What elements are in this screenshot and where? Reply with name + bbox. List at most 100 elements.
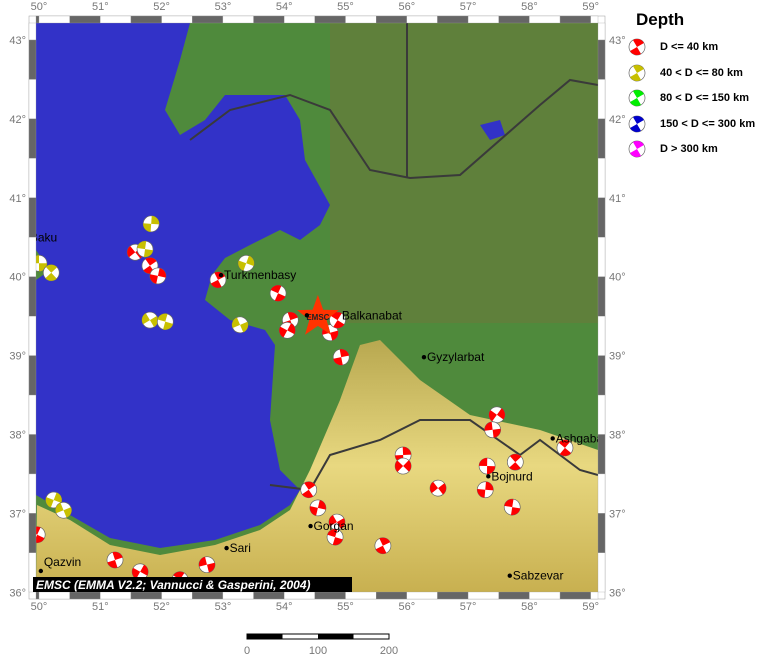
city-label: Sari — [230, 541, 251, 555]
beachball-symbol[interactable] — [628, 115, 646, 133]
beachball[interactable] — [142, 215, 160, 233]
axis-tick-labels: 50° 50° 51° 51° 52° 52° 53° 53° 54° 54° 55° 55° 56° 5… — [9, 1, 625, 613]
cities: Baku Turkmenbasy Balkanabat Gyzylarbat Ashga… — [30, 231, 598, 583]
beachball[interactable] — [504, 451, 527, 474]
beachball-icon — [628, 89, 646, 107]
lon-tick-label: 51° — [92, 1, 109, 13]
caspian-sea — [36, 23, 330, 548]
legend-item: 150 < D <= 300 km — [628, 114, 755, 134]
lat-tick-label: 41° — [609, 193, 626, 205]
beachball[interactable] — [236, 253, 257, 274]
beachball[interactable] — [31, 254, 48, 272]
lon-tick-label: 57° — [460, 601, 477, 613]
beachball[interactable] — [298, 479, 320, 501]
lon-tick-label: 58° — [521, 1, 538, 13]
city-dot — [224, 545, 229, 551]
beachball[interactable] — [372, 535, 393, 556]
beachball[interactable] — [554, 437, 577, 460]
beachball-icon — [628, 140, 646, 158]
beachball[interactable] — [392, 455, 415, 478]
lon-tick-label: 59° — [582, 601, 599, 613]
beachball[interactable] — [427, 477, 449, 499]
beachball[interactable] — [105, 550, 125, 570]
lon-tick-label: 58° — [521, 601, 538, 613]
lon-tick-label: 53° — [215, 601, 232, 613]
beachball[interactable] — [27, 524, 48, 545]
beachball-symbol[interactable] — [628, 38, 646, 56]
beachball-symbol[interactable] — [628, 64, 646, 82]
beachball-symbol[interactable] — [628, 140, 646, 158]
map-frame — [28, 15, 606, 600]
legend-item: D > 300 km — [628, 139, 718, 159]
lat-tick-label: 37° — [609, 508, 626, 520]
city-label: Qazvin — [44, 555, 81, 569]
lon-tick-label: 53° — [215, 1, 232, 13]
city-label: Balkanabat — [342, 308, 403, 322]
lat-tick-label: 36° — [609, 587, 626, 599]
legend-item: 40 < D <= 80 km — [628, 63, 743, 83]
beachball[interactable] — [129, 561, 151, 583]
depth-legend: Depth D <= 40 km 40 < D <= 80 km 80 < D <=… — [628, 10, 777, 158]
lat-tick-label: 40° — [9, 272, 26, 284]
beachball[interactable] — [230, 314, 251, 335]
lat-tick-label: 42° — [609, 114, 626, 126]
beachball[interactable] — [308, 498, 327, 517]
lon-tick-label: 55° — [337, 1, 354, 13]
beachball[interactable] — [326, 511, 348, 533]
credit-box: EMSC (EMMA V2.2; Vannucci & Gasperini, 2… — [33, 577, 352, 592]
beachball[interactable] — [476, 481, 494, 499]
beachball[interactable] — [155, 312, 175, 332]
city-label: Sabzevar — [513, 569, 564, 583]
beachball[interactable] — [332, 348, 351, 367]
lon-tick-label: 57° — [460, 1, 477, 13]
lon-tick-label: 56° — [398, 1, 415, 13]
beachball[interactable] — [486, 404, 508, 426]
city-label: Turkmenbasy — [224, 268, 296, 282]
beachball[interactable] — [276, 320, 298, 342]
beachball[interactable] — [268, 283, 289, 304]
earthquake-events — [27, 215, 577, 589]
beachball[interactable] — [484, 421, 502, 439]
lon-tick-label: 55° — [337, 601, 354, 613]
city-dot — [486, 474, 491, 479]
legend-label: 80 < D <= 150 km — [660, 92, 749, 104]
lat-tick-label: 41° — [9, 193, 26, 205]
city-dot — [38, 568, 44, 574]
beachball[interactable] — [139, 309, 161, 331]
beachball[interactable] — [503, 498, 521, 516]
legend-label: D <= 40 km — [660, 41, 719, 53]
beachball[interactable] — [40, 261, 63, 284]
city-label: Gyzylarbat — [427, 350, 485, 364]
city-label: Baku — [30, 231, 57, 245]
city-dot — [507, 573, 512, 578]
legend-label: D > 300 km — [660, 143, 718, 155]
lon-tick-label: 56° — [398, 601, 415, 613]
beachball[interactable] — [197, 555, 216, 574]
lat-tick-label: 38° — [609, 430, 626, 442]
lon-tick-label: 51° — [92, 601, 109, 613]
beachball-symbol[interactable] — [628, 89, 646, 107]
credit-text: EMSC (EMMA V2.2; Vannucci & Gasperini, 2… — [36, 578, 311, 592]
beachball-icon — [628, 64, 646, 82]
beachball-icon — [628, 38, 646, 56]
beachball[interactable] — [148, 266, 167, 285]
borders — [189, 23, 598, 492]
lon-tick-label: 54° — [276, 601, 293, 613]
legend-item: 80 < D <= 150 km — [628, 88, 749, 108]
map-area: EMSC Baku Turkmenbasy Balkanabat Gyzylarbat… — [27, 23, 598, 592]
lat-tick-label: 43° — [9, 35, 26, 47]
legend-item: D <= 40 km — [628, 37, 718, 57]
city-label: Gorgan — [314, 519, 354, 533]
lat-tick-label: 39° — [9, 351, 26, 363]
legend-label: 150 < D <= 300 km — [660, 117, 756, 130]
lat-tick-label: 42° — [9, 114, 26, 126]
beachball[interactable] — [478, 457, 496, 475]
beachball[interactable] — [136, 240, 154, 258]
epicenter-star[interactable]: EMSC — [297, 294, 339, 335]
lat-tick-label: 39° — [609, 351, 626, 363]
lon-tick-label: 54° — [276, 1, 293, 13]
beachball[interactable] — [325, 527, 345, 547]
mountains — [36, 340, 598, 592]
beachball[interactable] — [53, 500, 74, 521]
